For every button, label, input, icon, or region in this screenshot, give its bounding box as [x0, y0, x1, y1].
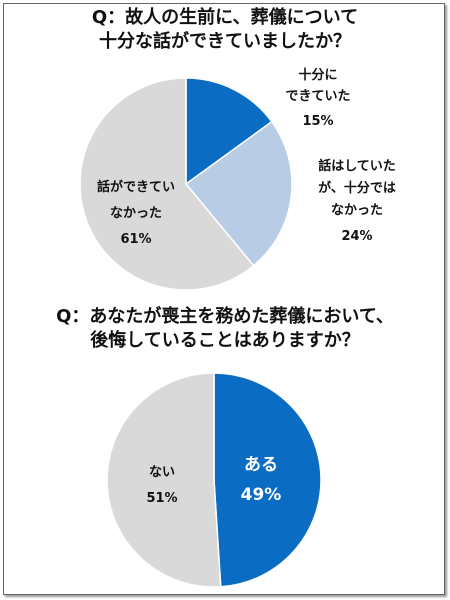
chart1-slice-0-value: 15% — [302, 114, 333, 129]
chart1-slice-0-label-line-1: 十分に — [298, 67, 337, 83]
chart1-slice-2-label-line-1: 話ができてい — [97, 179, 175, 195]
chart2-title: Q：あなたが喪主を務めた葬儀において、 後悔していることはありますか？ — [0, 305, 450, 353]
chart1-slice-0 — [185, 77, 273, 186]
chart1-slice-2-label: 話ができてい なかった 61% — [97, 179, 175, 247]
pie-chart-2 — [106, 372, 322, 588]
chart2-slice-0 — [213, 372, 322, 588]
chart1-title-line-1: Q：故人の生前に、葬儀について — [91, 7, 359, 28]
chart1-slice-2-label-line-2: なかった — [110, 206, 162, 221]
chart1-slice-1-label-line-2: が、十分では — [318, 180, 396, 196]
chart1-slice-2 — [79, 77, 255, 291]
chart1-title: Q：故人の生前に、葬儀について 十分な話ができていましたか？ — [0, 6, 450, 54]
pie-chart-1 — [79, 77, 293, 291]
chart2-slice-1-label: ない 51% — [146, 465, 177, 506]
chart1-title-line-2: 十分な話ができていましたか？ — [99, 31, 351, 52]
chart1-slice-1-value: 24% — [341, 229, 372, 244]
chart2-slice-0-label: ある 49% — [241, 455, 282, 505]
chart2-slice-1-value: 51% — [146, 491, 177, 506]
chart2-title-line-1: Q：あなたが喪主を務めた葬儀において、 — [56, 306, 394, 327]
chart1-slice-2-value: 61% — [120, 232, 151, 247]
chart2-slice-1 — [106, 372, 222, 588]
chart2-title-line-2: 後悔していることはありますか？ — [90, 330, 360, 351]
chart1-slice-1-label-line-3: なかった — [331, 203, 383, 218]
chart2-slice-1-label-line-1: ない — [149, 465, 175, 480]
chart1-slice-1-label: 話はしていた が、十分では なかった 24% — [318, 158, 396, 244]
chart2-slice-0-label-line-1: ある — [244, 455, 278, 475]
chart1-slice-0-label: 十分に できていた 15% — [285, 67, 350, 129]
chart1-slice-1-label-line-1: 話はしていた — [318, 158, 396, 174]
chart1-slice-1 — [184, 120, 293, 267]
chart2-slice-0-value: 49% — [241, 485, 282, 505]
chart1-slice-0-label-line-2: できていた — [285, 89, 350, 104]
